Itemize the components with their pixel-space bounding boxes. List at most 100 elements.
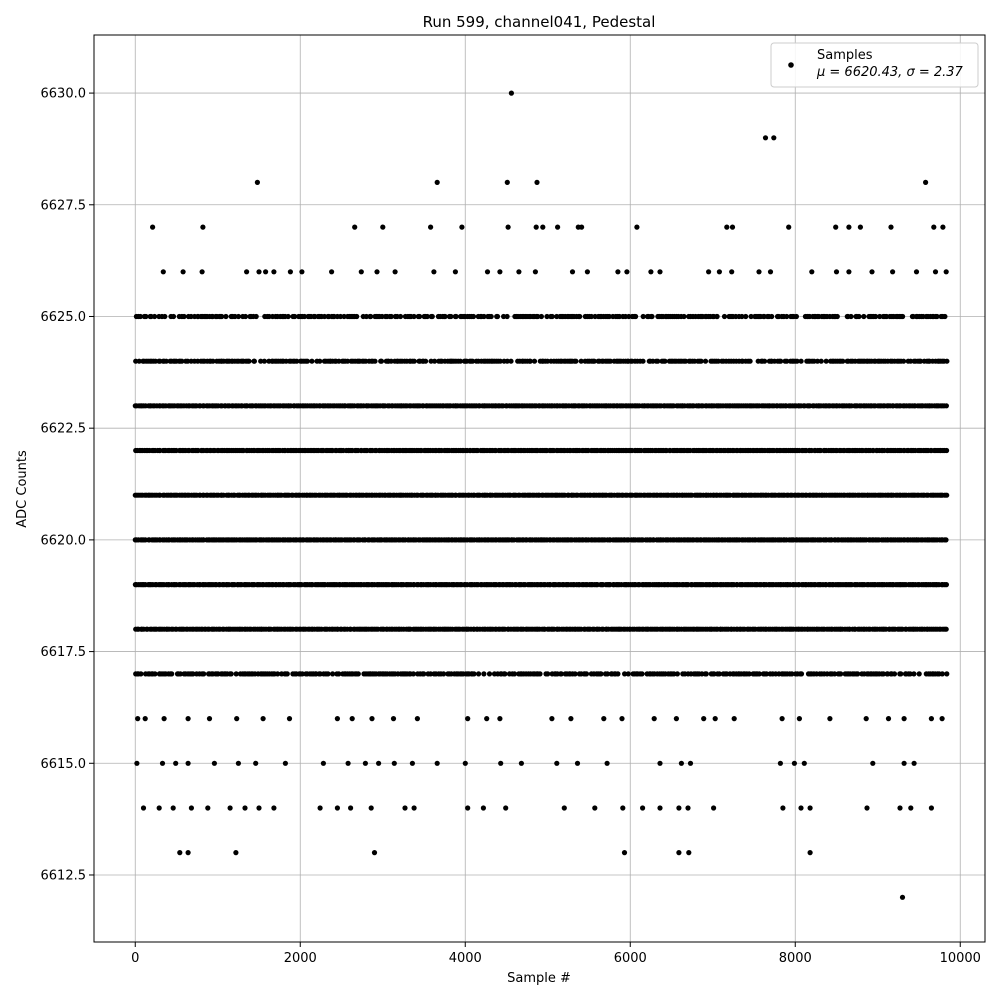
data-point	[411, 805, 417, 811]
data-point	[428, 224, 434, 230]
data-point	[481, 313, 487, 320]
data-point	[944, 671, 950, 677]
data-point	[763, 671, 770, 677]
data-point	[480, 805, 486, 811]
data-point	[908, 805, 914, 811]
data-point	[334, 716, 340, 722]
data-point	[793, 313, 800, 320]
data-point	[767, 269, 774, 275]
data-point	[421, 671, 427, 677]
data-point	[503, 805, 509, 811]
data-point	[746, 671, 752, 677]
data-point	[320, 760, 326, 766]
data-point	[832, 671, 838, 677]
data-point	[143, 313, 149, 320]
data-point	[140, 805, 147, 811]
data-point	[928, 716, 935, 722]
data-point	[897, 805, 903, 811]
x-tick-label: 4000	[449, 951, 482, 966]
data-point	[633, 313, 639, 320]
chart-title: Run 599, channel041, Pedestal	[423, 13, 656, 31]
data-point	[484, 716, 490, 722]
data-point	[625, 671, 631, 677]
data-point	[505, 224, 511, 230]
data-point	[888, 224, 894, 230]
data-point	[448, 313, 454, 320]
data-point	[916, 671, 922, 677]
data-point	[619, 716, 625, 722]
data-point	[253, 313, 259, 320]
data-point	[358, 269, 364, 275]
data-point	[861, 313, 867, 320]
data-point	[190, 671, 196, 677]
data-point	[470, 313, 477, 320]
data-point	[898, 671, 904, 677]
data-point	[368, 313, 374, 320]
data-point	[747, 358, 753, 364]
data-point	[378, 358, 385, 364]
data-point	[462, 760, 468, 766]
data-point	[588, 313, 595, 320]
data-point	[607, 358, 614, 364]
data-point	[516, 269, 522, 275]
data-point	[604, 760, 610, 766]
data-point	[304, 358, 310, 364]
data-point	[211, 760, 217, 766]
data-point	[939, 671, 945, 677]
data-point	[409, 760, 415, 766]
data-point	[309, 358, 315, 364]
data-point	[701, 716, 707, 722]
data-point	[136, 358, 142, 364]
data-point	[798, 671, 805, 677]
data-point	[911, 760, 917, 766]
data-point	[606, 313, 612, 320]
data-point	[840, 358, 846, 364]
data-point	[943, 269, 949, 275]
data-point	[508, 358, 514, 364]
data-point	[721, 313, 728, 320]
data-point	[569, 269, 576, 275]
data-point	[703, 671, 709, 677]
data-point	[410, 671, 416, 677]
data-point	[863, 716, 869, 722]
data-point	[544, 313, 550, 320]
data-point	[540, 224, 546, 230]
data-point	[592, 805, 598, 811]
data-point	[465, 805, 471, 811]
data-point	[497, 269, 503, 275]
data-point	[163, 358, 169, 364]
data-point	[325, 671, 331, 677]
data-point	[943, 582, 950, 588]
data-point	[242, 805, 248, 811]
data-point	[931, 224, 937, 230]
y-tick-label: 6630.0	[41, 87, 87, 102]
data-point	[256, 805, 262, 811]
data-point	[260, 716, 266, 722]
data-point	[577, 313, 583, 320]
data-point	[545, 671, 551, 677]
data-point	[494, 313, 501, 320]
data-point	[246, 358, 252, 364]
data-point	[615, 671, 621, 677]
data-point	[724, 224, 730, 230]
data-point	[180, 269, 186, 275]
data-point	[414, 716, 420, 722]
data-point	[423, 358, 429, 364]
data-point	[159, 760, 166, 766]
data-point	[827, 716, 833, 722]
y-tick-label: 6620.0	[41, 533, 87, 548]
data-point	[622, 671, 628, 677]
data-point	[932, 269, 939, 275]
data-point	[698, 358, 704, 364]
data-point	[219, 313, 225, 320]
data-point	[762, 135, 769, 141]
data-point	[531, 358, 538, 364]
data-point	[748, 313, 754, 320]
data-point	[756, 269, 762, 275]
data-point	[877, 313, 883, 320]
data-point	[179, 358, 185, 364]
data-point	[486, 671, 493, 677]
data-point	[330, 671, 336, 677]
data-point	[731, 716, 737, 722]
data-point	[558, 671, 564, 677]
